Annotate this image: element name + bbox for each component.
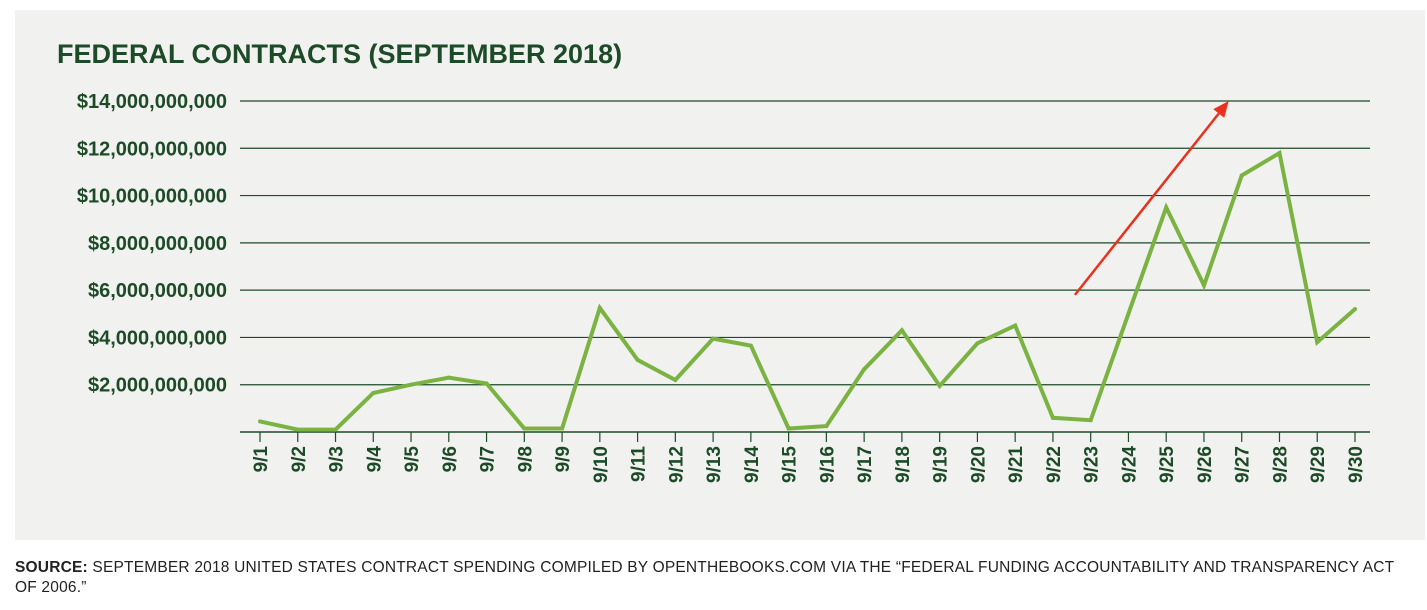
- data-point: [899, 328, 904, 333]
- source-label: SOURCE:: [15, 559, 88, 576]
- trend-arrow-shaft: [1073, 112, 1220, 296]
- x-tick-label: 9/27: [1233, 446, 1254, 483]
- x-tick-label: 9/29: [1308, 446, 1329, 483]
- data-point: [673, 377, 678, 382]
- y-axis-ticks: $2,000,000,000 $4,000,000,000 $6,000,000,0…: [77, 91, 227, 397]
- data-point: [484, 381, 489, 386]
- data-point: [748, 343, 753, 348]
- x-tick-label: 9/28: [1270, 446, 1291, 483]
- annotation-layer: [1073, 101, 1229, 296]
- data-point: [1315, 340, 1320, 345]
- trend-arrow-head: [1213, 101, 1229, 118]
- x-tick-label: 9/24: [1119, 446, 1140, 483]
- x-tick-label: 9/5: [402, 446, 423, 473]
- x-tick-label: 9/21: [1006, 446, 1027, 483]
- series-layer: [258, 149, 1357, 432]
- x-tick-label: 9/11: [629, 446, 650, 482]
- x-tick-label: 9/26: [1195, 446, 1216, 483]
- x-tick-label: 9/30: [1346, 446, 1367, 483]
- data-point: [446, 375, 451, 380]
- data-point: [371, 390, 376, 395]
- data-point: [1050, 415, 1055, 420]
- x-tick-label: 9/3: [327, 446, 348, 472]
- chart-panel: FEDERAL CONTRACTS (SEPTEMBER 2018) $2,00…: [15, 10, 1425, 540]
- data-point: [295, 427, 300, 432]
- line-chart: FEDERAL CONTRACTS (SEPTEMBER 2018) $2,00…: [57, 39, 1370, 483]
- x-tick-label: 9/20: [968, 446, 989, 483]
- y-tick-label: $14,000,000,000: [77, 91, 227, 113]
- source-note: SOURCE: SEPTEMBER 2018 UNITED STATES CON…: [15, 558, 1395, 598]
- x-tick-label: 9/12: [666, 446, 687, 483]
- data-point: [597, 305, 602, 310]
- data-point: [522, 426, 527, 431]
- x-tick-label: 9/13: [704, 446, 725, 483]
- y-tick-label: $4,000,000,000: [88, 327, 227, 349]
- x-tick-label: 9/23: [1082, 446, 1103, 483]
- x-tick-label: 9/1: [251, 446, 272, 473]
- data-point: [862, 367, 867, 372]
- x-tick-label: 9/8: [515, 446, 536, 472]
- data-point: [937, 383, 942, 388]
- data-point: [1277, 151, 1282, 156]
- x-tick-label: 9/9: [553, 446, 574, 472]
- x-tick-label: 9/7: [478, 446, 499, 472]
- x-tick-label: 9/10: [591, 446, 612, 483]
- data-point: [786, 426, 791, 431]
- data-point: [409, 382, 414, 387]
- y-tick-label: $2,000,000,000: [88, 375, 227, 397]
- data-point: [824, 424, 829, 429]
- x-axis-ticks: 9/1 9/2 9/3 9/4 9/5 9/6 9/7 9/8 9/9 9/10 9/11 9/12 9…: [251, 432, 1367, 483]
- data-point: [711, 336, 716, 341]
- x-tick-label: 9/18: [893, 446, 914, 483]
- data-point: [1013, 323, 1018, 328]
- data-point: [560, 426, 565, 431]
- data-point: [333, 427, 338, 432]
- x-tick-label: 9/14: [742, 446, 763, 483]
- x-tick-label: 9/4: [364, 446, 385, 473]
- chart-title: FEDERAL CONTRACTS (SEPTEMBER 2018): [57, 39, 622, 69]
- gridlines: [240, 100, 1370, 433]
- x-tick-label: 9/2: [289, 446, 310, 472]
- x-tick-label: 9/25: [1157, 446, 1178, 483]
- data-point: [1239, 173, 1244, 178]
- data-point: [1088, 418, 1093, 423]
- x-tick-label: 9/16: [817, 446, 838, 483]
- source-text: SEPTEMBER 2018 UNITED STATES CONTRACT SP…: [15, 559, 1395, 596]
- x-tick-label: 9/6: [440, 446, 461, 472]
- x-tick-label: 9/22: [1044, 446, 1065, 483]
- data-point: [635, 357, 640, 362]
- data-point: [1126, 311, 1131, 316]
- x-tick-label: 9/17: [855, 446, 876, 483]
- data-point: [258, 419, 262, 424]
- y-tick-label: $12,000,000,000: [77, 138, 227, 160]
- data-point: [975, 341, 980, 346]
- y-tick-label: $8,000,000,000: [88, 233, 227, 255]
- x-tick-label: 9/15: [780, 446, 801, 483]
- x-tick-label: 9/19: [931, 446, 952, 483]
- data-point: [1164, 205, 1169, 210]
- series-line: [259, 149, 1357, 432]
- data-point: [1353, 307, 1357, 312]
- y-tick-label: $10,000,000,000: [77, 186, 227, 208]
- data-point: [1201, 283, 1206, 288]
- y-tick-label: $6,000,000,000: [88, 280, 227, 302]
